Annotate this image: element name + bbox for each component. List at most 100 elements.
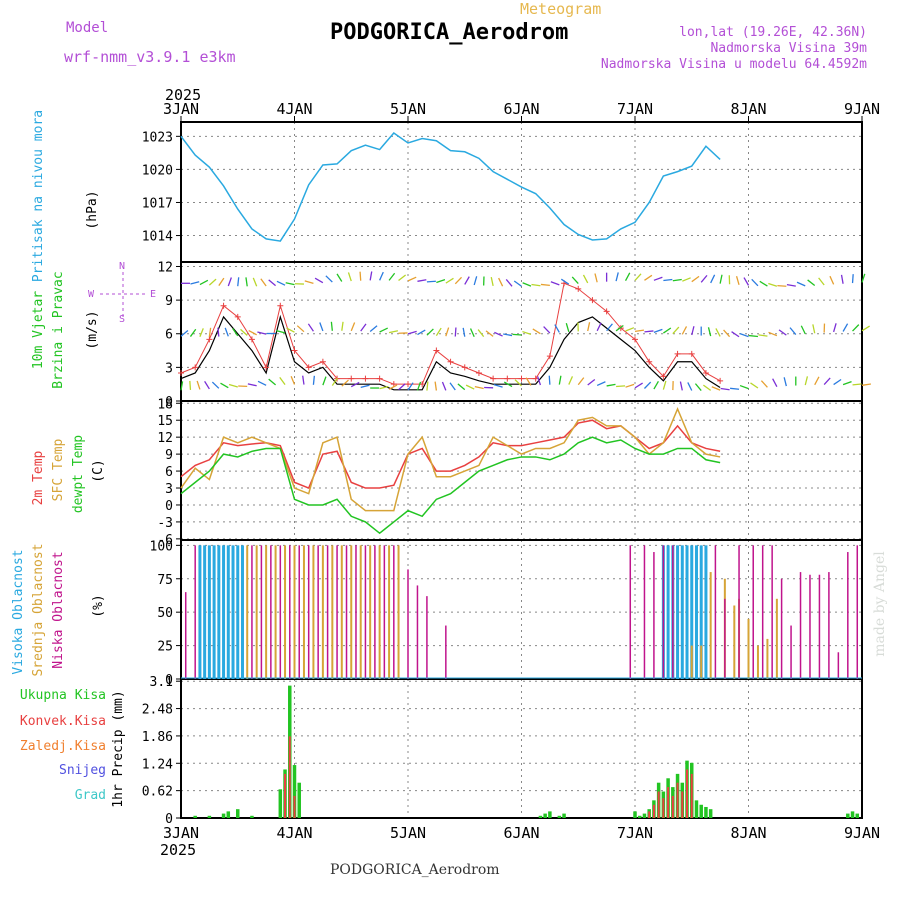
wind-direction-arrow [237, 277, 240, 287]
cloud-low-bar [374, 545, 376, 679]
wind-direction-arrow [208, 278, 217, 286]
wind-direction-arrow [772, 378, 778, 387]
wind-gust-marker [277, 302, 284, 309]
wind-direction-arrow [543, 326, 551, 334]
wind-direction-arrow [682, 277, 691, 282]
cloud-mid-bar [302, 545, 305, 679]
y-tick-label: 3.1 [150, 675, 173, 690]
wind-direction-arrow [513, 280, 522, 287]
wind-direction-arrow [240, 328, 248, 336]
wind-direction-arrow [350, 381, 360, 388]
wind-direction-arrow [350, 322, 356, 332]
cloud-high-bar [690, 545, 694, 679]
wind-direction-arrow [290, 375, 296, 385]
cloud-mid-bar [293, 545, 296, 679]
wind-direction-arrow [296, 325, 305, 333]
cloud-low-bar [828, 572, 830, 679]
wind-direction-arrow [232, 328, 239, 337]
wind-gust-marker [717, 377, 724, 384]
cloud-mid-bar [331, 545, 334, 679]
cloud-mid-bar [378, 545, 381, 679]
precip-total-bar [708, 809, 713, 818]
wind-direction-arrow [687, 382, 693, 391]
wind-direction-arrow [663, 278, 673, 282]
precip-conv-bar [652, 804, 655, 818]
cloud-title-mid: Srednja Oblacnost [31, 543, 46, 676]
precip-conv-bar [681, 791, 684, 818]
compass-n: N [119, 261, 125, 272]
wind-direction-arrow [330, 321, 333, 331]
precip-total-bar [226, 811, 231, 818]
wind-direction-arrow [457, 383, 466, 391]
y-tick-label: 3 [165, 482, 173, 497]
wind-direction-arrow [322, 376, 327, 386]
compass-w: W [88, 289, 95, 300]
cloud-low-bar [643, 545, 646, 679]
wind-direction-arrow [842, 380, 852, 386]
pressure-title: Pritisak na nivou mora [31, 110, 46, 282]
precip-total-bar [846, 813, 850, 818]
precip-unit: 1hr Precip (mm) [111, 690, 126, 807]
wind-direction-arrow [314, 277, 324, 284]
cloud-low-bar [837, 652, 840, 679]
wind-direction-arrow [587, 378, 596, 386]
wind-direction-arrow [445, 327, 450, 337]
cloud-high-bar [236, 545, 240, 679]
credit-text: made by Angel [872, 551, 888, 657]
wind-direction-arrow [616, 385, 626, 388]
y-tick-label: 3 [165, 361, 173, 376]
wind-gust-marker [178, 369, 184, 376]
date-label-top: 3JAN [163, 100, 199, 118]
cloud-title-low: Niska Oblacnost [51, 551, 66, 668]
wind-direction-arrow [653, 276, 663, 281]
y-tick-label: 1023 [142, 130, 173, 145]
wind-direction-arrow [758, 334, 768, 337]
wind-direction-arrow [286, 327, 295, 333]
wind-direction-arrow [540, 283, 550, 287]
wind-direction-arrow [359, 271, 362, 281]
wind-direction-arrow [312, 375, 316, 385]
panel-frame [180, 121, 863, 263]
precip-total-bar [543, 813, 547, 818]
wind-direction-arrow [625, 383, 635, 388]
precip-total-bar [193, 815, 197, 818]
date-label-bottom: 5JAN [390, 824, 426, 842]
wind-direction-arrow [662, 380, 667, 390]
wind-direction-arrow [279, 376, 286, 386]
wind-direction-arrow [503, 381, 513, 388]
wind-direction-arrow [388, 384, 398, 390]
precip-total-bar [236, 809, 240, 818]
y-tick-label: 0.62 [142, 785, 173, 800]
wind-direction-arrow [653, 328, 663, 334]
wind-direction-arrow [751, 278, 759, 287]
cloud-low-bar [260, 545, 263, 679]
wind-direction-arrow [554, 324, 560, 333]
wind-direction-arrow [691, 326, 695, 336]
cloud-mid-bar [747, 618, 750, 679]
y-tick-label: 12 [157, 260, 173, 275]
wind-gust-marker [461, 364, 468, 371]
precip-total-bar [538, 815, 543, 818]
wind-direction-arrow [550, 281, 560, 286]
date-label-bottom: 8JAN [730, 824, 766, 842]
wind-direction-arrow [285, 282, 295, 286]
precip-total-bar [221, 813, 226, 818]
wind-direction-arrow [379, 327, 388, 333]
wind-direction-arrow [227, 277, 232, 287]
y-tick-label: 0 [165, 499, 173, 514]
cloud-low-bar [336, 545, 338, 679]
wind-direction-arrow [426, 381, 429, 391]
wind-gust-marker [475, 369, 482, 376]
wind-direction-arrow [398, 383, 406, 391]
cloud-mid-bar [766, 638, 769, 679]
wind-direction-arrow [804, 376, 809, 386]
wind-gust-marker [405, 381, 411, 388]
cloud-mid-bar [321, 545, 324, 679]
cloud-high-bar [676, 545, 680, 679]
precip-total-bar [250, 815, 254, 818]
wind-direction-arrow [477, 329, 485, 338]
cloud-low-bar [251, 545, 253, 679]
y-tick-label: -3 [157, 516, 173, 531]
wind-direction-arrow [512, 333, 522, 336]
